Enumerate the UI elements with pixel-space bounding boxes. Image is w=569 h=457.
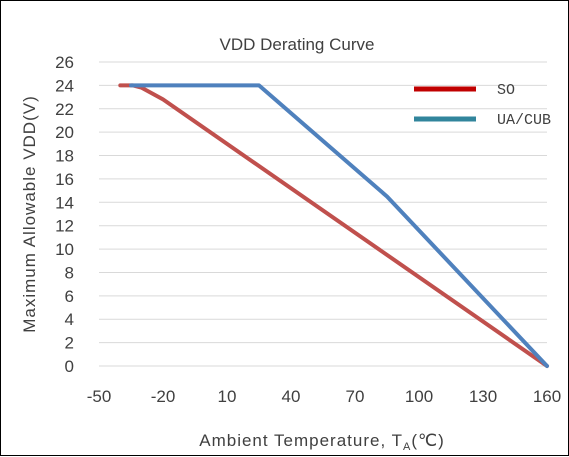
y-tick-label: 26 [55,53,74,72]
y-tick-label: 20 [55,123,74,142]
y-tick-label: 22 [55,100,74,119]
y-tick-label: 18 [55,147,74,166]
series-line-ua-cub [129,83,549,368]
x-axis-label: Ambient Temperature, TA(℃) [199,431,445,453]
y-tick-label: 2 [65,334,74,353]
chart-title: VDD Derating Curve [220,35,375,54]
x-axis-label-unit: (℃) [411,431,444,450]
x-axis-label-main: Ambient Temperature, T [199,431,403,450]
x-tick-label: 130 [469,387,497,406]
y-tick-label: 24 [55,76,74,95]
x-tick-label: -50 [87,387,112,406]
legend-label-ua-cub: UA/CUB [497,112,551,129]
y-tick-label: 10 [55,240,74,259]
y-tick-label: 8 [65,263,74,282]
legend: SO UA/CUB [414,82,551,129]
x-tick-label: 100 [405,387,433,406]
x-axis-label-subscript: A [403,441,411,453]
x-tick-label: 10 [218,387,237,406]
x-tick-labels: -50 -20 10 40 70 100 130 160 [87,387,561,406]
series-line-so [118,83,549,368]
y-tick-label: 0 [65,357,74,376]
x-tick-label: 160 [533,387,561,406]
y-tick-label: 16 [55,170,74,189]
y-tick-label: 12 [55,217,74,236]
x-tick-label: -20 [151,387,176,406]
x-tick-label: 40 [282,387,301,406]
legend-label-so: SO [497,82,515,99]
y-tick-label: 14 [55,193,74,212]
y-tick-label: 4 [65,310,74,329]
y-tick-label: 6 [65,287,74,306]
y-axis-label: Maximum Allowable VDD(V) [20,95,39,333]
x-tick-label: 70 [346,387,365,406]
series-lines [118,83,549,368]
